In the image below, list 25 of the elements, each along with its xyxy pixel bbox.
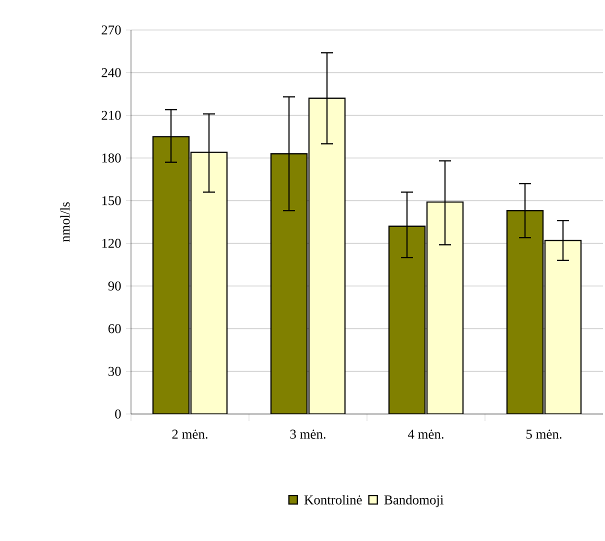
legend-label: Kontrolinė — [304, 494, 362, 504]
bar — [426, 201, 464, 414]
bar — [270, 153, 308, 414]
y-tick-label: 60 — [108, 324, 121, 334]
x-tick-label: 3 mėn. — [290, 430, 326, 439]
y-tick-label: 150 — [102, 196, 121, 206]
x-tick-label: 4 mėn. — [408, 430, 444, 439]
y-tick-label: 210 — [102, 110, 121, 120]
bar — [388, 226, 426, 414]
y-tick-label: 240 — [102, 68, 121, 78]
bar — [152, 136, 190, 414]
y-tick-label: 0 — [115, 409, 121, 419]
bar — [506, 210, 544, 414]
y-tick-label: 90 — [108, 281, 121, 291]
y-tick-label: 180 — [102, 153, 121, 163]
y-tick-label: 270 — [102, 25, 121, 35]
x-tick-label: 5 mėn. — [526, 430, 562, 439]
bar — [308, 98, 346, 414]
y-tick-label: 30 — [108, 366, 121, 376]
y-axis-title: nmol/ls — [60, 202, 70, 242]
bar — [190, 152, 228, 414]
legend-label: Bandomoji — [384, 494, 444, 508]
y-tick-label: 120 — [102, 238, 121, 248]
bar — [544, 240, 582, 414]
x-tick-label: 2 mėn. — [172, 430, 208, 439]
